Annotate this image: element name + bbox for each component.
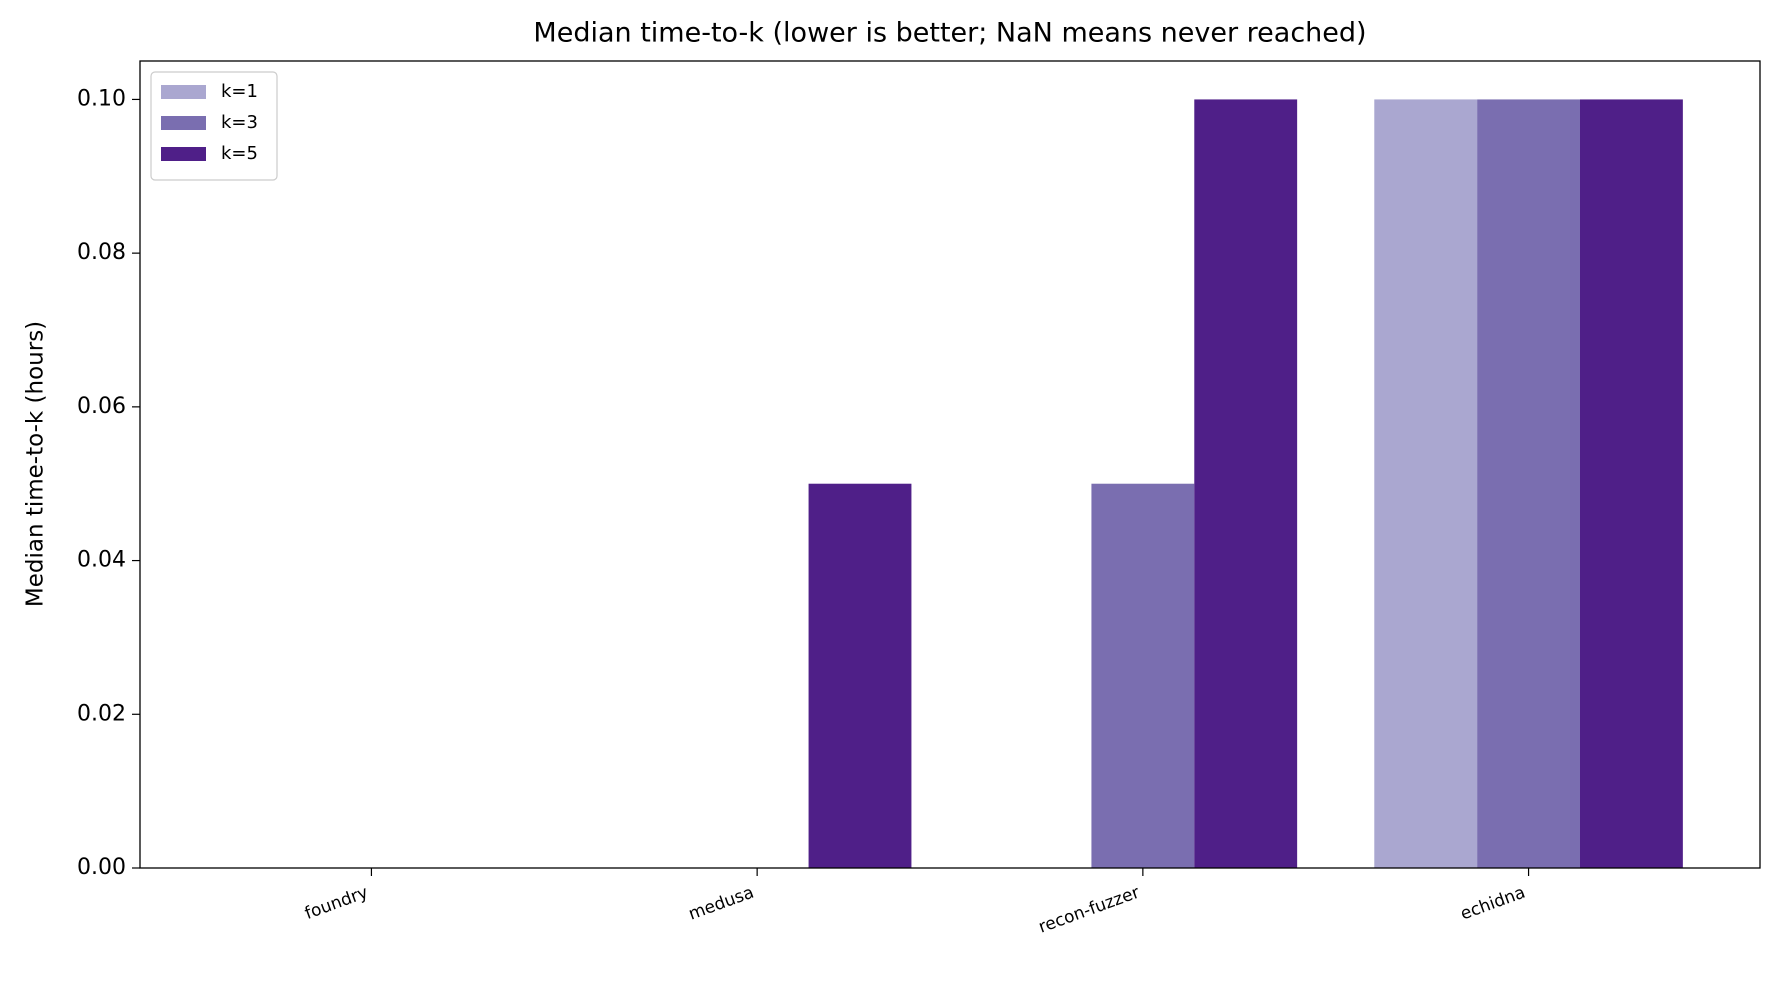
legend-label: k=3 [221,112,258,133]
x-tick-label: recon-fuzzer [1036,883,1142,938]
legend-swatch [161,85,206,99]
legend: k=1 k=3 k=5 [150,71,278,181]
x-tick-label: echidna [1458,883,1528,925]
bar [1477,99,1580,868]
bar [808,483,912,868]
y-tick-label: 0.06 [77,394,126,419]
bar [1194,99,1298,868]
chart-title: Median time-to-k (lower is better; NaN m… [533,18,1366,49]
y-tick-label: 0.02 [77,701,126,726]
legend-label: k=1 [221,81,258,102]
plot-frame [139,60,1761,869]
bar [1580,99,1683,868]
y-tick-label: 0.08 [77,240,126,265]
y-tick-label: 0.10 [77,86,126,111]
legend-swatch [161,116,206,130]
legend-label: k=5 [221,143,258,164]
y-tick-label: 0.04 [77,548,126,573]
x-tick-label: foundry [302,883,371,924]
bar [1091,483,1195,868]
legend-swatch [161,147,206,161]
bar [1374,99,1478,868]
y-tick-label: 0.00 [77,855,126,880]
x-tick-label: medusa [686,883,757,925]
y-axis-label: Median time-to-k (hours) [23,321,49,607]
